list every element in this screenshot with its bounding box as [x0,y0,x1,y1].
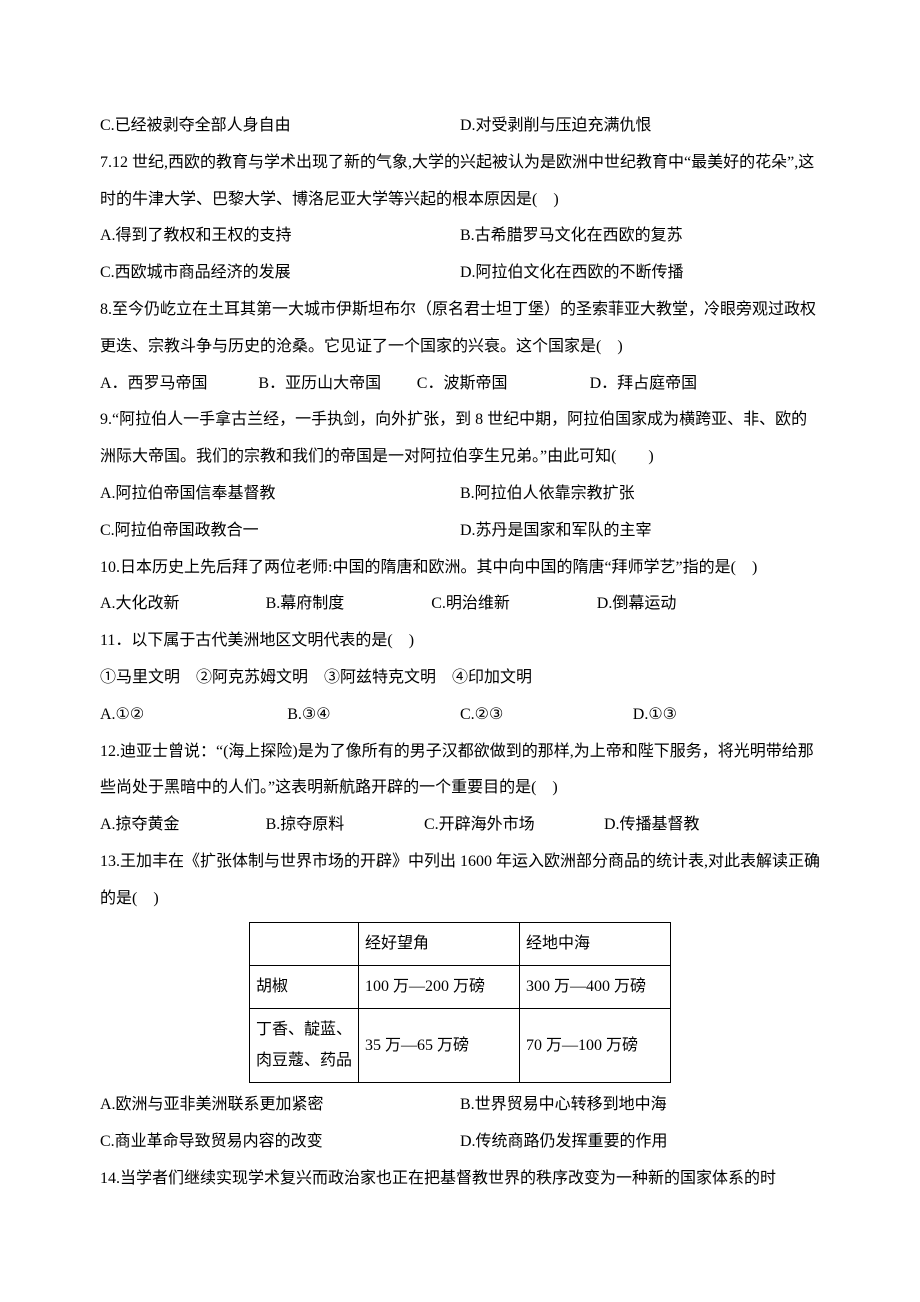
q13-option-c: C.商业革命导致贸易内容的改变 [100,1124,460,1161]
q10-option-b: B.幕府制度 [266,586,432,623]
q8-stem: 8.至今仍屹立在土耳其第一大城市伊斯坦布尔（原名君士坦丁堡）的圣索菲亚大教堂，冷… [100,292,820,366]
q10-options: A.大化改新 B.幕府制度 C.明治维新 D.倒幕运动 [100,586,820,623]
q10-option-c: C.明治维新 [431,586,597,623]
q12-option-a: A.掠夺黄金 [100,807,266,844]
q13-r0c0: 胡椒 [250,965,359,1008]
q11-option-a: A.①② [100,697,287,734]
q10-option-a: A.大化改新 [100,586,266,623]
q10-stem: 10.日本历史上先后拜了两位老师:中国的隋唐和欧洲。其中向中国的隋唐“拜师学艺”… [100,550,820,587]
q13-option-a: A.欧洲与亚非美洲联系更加紧密 [100,1087,460,1124]
q11-option-c: C.②③ [460,697,633,734]
q10-option-d: D.倒幕运动 [597,586,820,623]
q9-stem: 9.“阿拉伯人一手拿古兰经，一手执剑，向外扩张，到 8 世纪中期，阿拉伯国家成为… [100,402,820,476]
q8-option-b: B．亚历山大帝国 [258,366,416,403]
q6-option-d: D.对受剥削与压迫充满仇恨 [460,108,820,145]
q13-stem: 13.王加丰在《扩张体制与世界市场的开辟》中列出 1600 年运入欧洲部分商品的… [100,844,820,918]
q7-option-b: B.古希腊罗马文化在西欧的复苏 [460,218,820,255]
q6-option-c: C.已经被剥夺全部人身自由 [100,108,460,145]
q11-options: A.①② B.③④ C.②③ D.①③ [100,697,820,734]
q13-r1c2: 70 万—100 万磅 [520,1009,671,1083]
q9-option-c: C.阿拉伯帝国政教合一 [100,513,460,550]
q12-option-c: C.开辟海外市场 [424,807,604,844]
table-row: 丁香、靛蓝、肉豆蔻、药品 35 万—65 万磅 70 万—100 万磅 [250,1009,671,1083]
q8-options: A．西罗马帝国 B．亚历山大帝国 C．波斯帝国 D．拜占庭帝国 [100,366,820,403]
q11-option-d: D.①③ [633,697,820,734]
q7-option-d: D.阿拉伯文化在西欧的不断传播 [460,255,820,292]
q9-option-d: D.苏丹是国家和军队的主宰 [460,513,820,550]
q13-r0c2: 300 万—400 万磅 [520,965,671,1008]
q7-options-row1: A.得到了教权和王权的支持 B.古希腊罗马文化在西欧的复苏 [100,218,820,255]
q12-option-d: D.传播基督教 [604,807,820,844]
q9-options-row1: A.阿拉伯帝国信奉基督教 B.阿拉伯人依靠宗教扩张 [100,476,820,513]
q9-option-b: B.阿拉伯人依靠宗教扩张 [460,476,820,513]
q13-th-1: 经好望角 [359,922,520,965]
q8-option-a: A．西罗马帝国 [100,366,258,403]
q6-options-row2: C.已经被剥夺全部人身自由 D.对受剥削与压迫充满仇恨 [100,108,820,145]
q7-options-row2: C.西欧城市商品经济的发展 D.阿拉伯文化在西欧的不断传播 [100,255,820,292]
q7-option-a: A.得到了教权和王权的支持 [100,218,460,255]
table-header-row: 经好望角 经地中海 [250,922,671,965]
q14-stem: 14.当学者们继续实现学术复兴而政治家也正在把基督教世界的秩序改变为一种新的国家… [100,1161,820,1198]
q12-option-b: B.掠夺原料 [266,807,424,844]
q9-options-row2: C.阿拉伯帝国政教合一 D.苏丹是国家和军队的主宰 [100,513,820,550]
q11-list: ①马里文明 ②阿克苏姆文明 ③阿兹特克文明 ④印加文明 [100,660,820,697]
q11-option-b: B.③④ [287,697,460,734]
q9-option-a: A.阿拉伯帝国信奉基督教 [100,476,460,513]
q13-r1c1: 35 万—65 万磅 [359,1009,520,1083]
q13-option-b: B.世界贸易中心转移到地中海 [460,1087,820,1124]
q13-r1c0: 丁香、靛蓝、肉豆蔻、药品 [250,1009,359,1083]
q13-th-2: 经地中海 [520,922,671,965]
q8-option-d: D．拜占庭帝国 [590,366,820,403]
q13-option-d: D.传统商路仍发挥重要的作用 [460,1124,820,1161]
q8-option-c: C．波斯帝国 [417,366,590,403]
q7-stem: 7.12 世纪,西欧的教育与学术出现了新的气象,大学的兴起被认为是欧洲中世纪教育… [100,145,820,219]
q13-th-0 [250,922,359,965]
q12-options: A.掠夺黄金 B.掠夺原料 C.开辟海外市场 D.传播基督教 [100,807,820,844]
q12-stem: 12.迪亚士曾说：“(海上探险)是为了像所有的男子汉都欲做到的那样,为上帝和陛下… [100,734,820,808]
q13-r0c1: 100 万—200 万磅 [359,965,520,1008]
q7-option-c: C.西欧城市商品经济的发展 [100,255,460,292]
q13-options-row1: A.欧洲与亚非美洲联系更加紧密 B.世界贸易中心转移到地中海 [100,1087,820,1124]
q13-table: 经好望角 经地中海 胡椒 100 万—200 万磅 300 万—400 万磅 丁… [249,922,671,1084]
table-row: 胡椒 100 万—200 万磅 300 万—400 万磅 [250,965,671,1008]
q13-options-row2: C.商业革命导致贸易内容的改变 D.传统商路仍发挥重要的作用 [100,1124,820,1161]
q11-stem: 11．以下属于古代美洲地区文明代表的是( ) [100,623,820,660]
